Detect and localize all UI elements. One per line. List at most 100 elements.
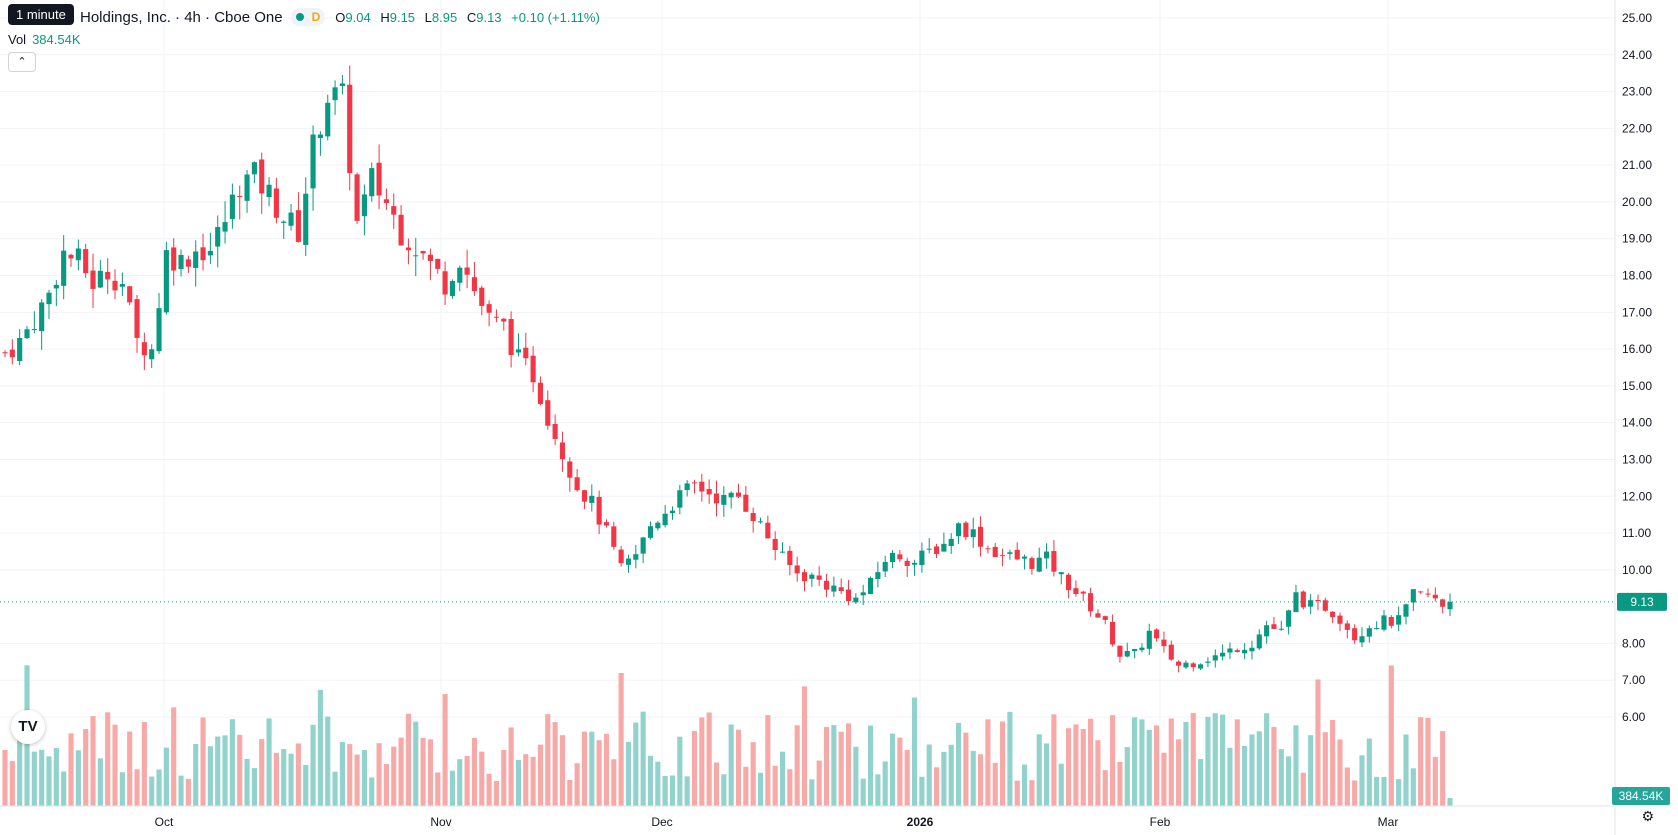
volume-bar bbox=[530, 756, 536, 806]
candle-body bbox=[354, 174, 360, 221]
volume-bar bbox=[391, 746, 397, 806]
candle-body bbox=[1227, 648, 1233, 653]
candle-body bbox=[1051, 551, 1057, 572]
candle-body bbox=[1190, 663, 1196, 668]
candle-body bbox=[222, 222, 228, 232]
volume-bar bbox=[141, 721, 147, 806]
candle-body bbox=[1212, 655, 1218, 661]
volume-bar bbox=[1212, 713, 1218, 806]
volume-bar bbox=[1352, 780, 1358, 806]
candle-body bbox=[706, 489, 712, 495]
price-tick-label: 20.00 bbox=[1622, 195, 1652, 209]
candle-body bbox=[977, 526, 984, 547]
volume-bar bbox=[68, 733, 74, 806]
time-tick-label: Mar bbox=[1378, 815, 1399, 829]
volume-bar bbox=[537, 744, 544, 806]
time-tick-label: Feb bbox=[1150, 815, 1171, 829]
volume-bar bbox=[772, 765, 778, 806]
volume-bar bbox=[801, 686, 808, 806]
volume-bar bbox=[222, 735, 228, 806]
volume-bar bbox=[625, 741, 632, 806]
candle-body bbox=[244, 174, 250, 201]
volume-bar bbox=[310, 724, 316, 806]
volume-bar bbox=[1168, 718, 1174, 806]
price-tick-label: 22.00 bbox=[1622, 121, 1652, 135]
volume-bar bbox=[479, 751, 485, 806]
volume-bar bbox=[1440, 731, 1446, 806]
volume-bar bbox=[1095, 740, 1101, 806]
volume-bar bbox=[1176, 739, 1182, 806]
tradingview-logo[interactable]: TV bbox=[11, 710, 45, 744]
candle-body bbox=[1249, 647, 1255, 652]
volume-bar bbox=[816, 760, 822, 806]
gear-icon[interactable]: ⚙ bbox=[1641, 808, 1654, 824]
volume-bar bbox=[1022, 764, 1028, 806]
candle-body bbox=[647, 526, 654, 538]
volume-bar bbox=[1234, 719, 1240, 806]
interval-tooltip: 1 minute bbox=[8, 4, 74, 25]
volume-bar bbox=[1044, 743, 1050, 806]
price-tick-label: 16.00 bbox=[1622, 342, 1652, 356]
volume-bar bbox=[1227, 747, 1233, 806]
volume-bar bbox=[435, 772, 441, 806]
candle-body bbox=[46, 292, 52, 305]
candle-body bbox=[1007, 552, 1013, 554]
candle-body bbox=[691, 482, 698, 484]
candle-body bbox=[1271, 624, 1277, 629]
volume-bar bbox=[295, 743, 301, 806]
volume-bar bbox=[765, 715, 771, 806]
time-axis[interactable]: Oct Nov Dec 2026 Feb Mar bbox=[155, 815, 1399, 829]
candle-body bbox=[1036, 557, 1042, 572]
candle-body bbox=[875, 572, 881, 579]
candle-body bbox=[83, 249, 89, 274]
price-axis[interactable]: 25.00 24.00 23.00 22.00 21.00 20.00 19.00 18.00… bbox=[1622, 11, 1652, 724]
volume-bar bbox=[904, 750, 910, 806]
volume-bar bbox=[787, 769, 793, 806]
candle-body bbox=[919, 550, 925, 566]
volume-bar bbox=[1425, 717, 1431, 806]
candle-body bbox=[97, 270, 103, 288]
volume-bar bbox=[897, 737, 903, 806]
candle-body bbox=[882, 561, 888, 572]
candle-body bbox=[633, 554, 639, 560]
volume-bar bbox=[581, 731, 588, 806]
volume-bar bbox=[266, 718, 272, 806]
volume-bar bbox=[1337, 739, 1343, 806]
volume-bar bbox=[1190, 712, 1196, 806]
volume-bar bbox=[273, 752, 279, 806]
volume-bar bbox=[574, 763, 580, 806]
volume-bar bbox=[193, 744, 199, 806]
candle-body bbox=[31, 329, 37, 331]
candle-body bbox=[295, 210, 301, 242]
volume-bar bbox=[933, 767, 940, 806]
last-price-label: 9.13 bbox=[1630, 595, 1654, 609]
volume-bar bbox=[1242, 746, 1248, 806]
volume-bar bbox=[90, 716, 96, 806]
status-badges[interactable]: D bbox=[290, 8, 326, 26]
volume-bar bbox=[618, 672, 624, 806]
volume-bar bbox=[1366, 738, 1372, 806]
volume-bar bbox=[501, 749, 507, 806]
volume-bar bbox=[1249, 734, 1255, 806]
candle-body bbox=[413, 255, 419, 257]
volume-bar bbox=[508, 727, 514, 806]
volume-bar bbox=[1110, 715, 1116, 806]
candle-body bbox=[1447, 601, 1453, 610]
candle-body bbox=[625, 558, 632, 565]
symbol-title[interactable]: Holdings, Inc. · 4h · Cboe One bbox=[80, 8, 283, 26]
candle-body bbox=[926, 548, 932, 550]
candle-body bbox=[1139, 647, 1145, 651]
candle-body bbox=[347, 84, 353, 174]
volume-bar bbox=[1432, 756, 1438, 806]
volume-bar bbox=[684, 776, 690, 806]
candle-body bbox=[1308, 600, 1314, 607]
candle-body bbox=[1403, 604, 1409, 617]
chevron-up-icon[interactable]: ⌃ bbox=[8, 52, 36, 72]
candle-body bbox=[1440, 599, 1446, 607]
candle-body bbox=[75, 248, 81, 261]
volume-bar bbox=[633, 722, 639, 806]
volume-bar bbox=[882, 761, 888, 806]
volume-bar bbox=[552, 722, 558, 806]
candle-body bbox=[992, 546, 998, 558]
